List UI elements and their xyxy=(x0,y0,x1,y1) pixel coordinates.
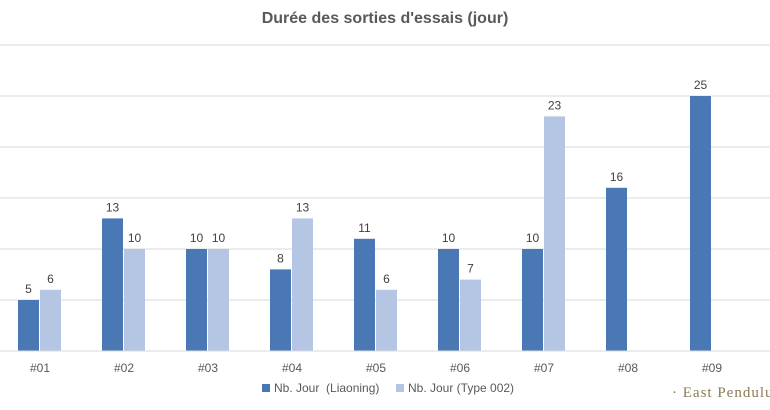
data-label: 13 xyxy=(106,200,120,214)
bar-liaoning-03 xyxy=(186,249,207,351)
bar-liaoning-04 xyxy=(270,269,291,351)
bar-liaoning-01 xyxy=(18,300,39,351)
data-label: 6 xyxy=(383,272,390,286)
x-tick-label: #05 xyxy=(366,361,386,375)
x-tick-label: #03 xyxy=(198,361,218,375)
x-tick-label: #09 xyxy=(702,361,722,375)
bar-type002-06 xyxy=(460,279,481,351)
data-labels: 5613101010813116107102316254 xyxy=(25,78,708,296)
bar-type002-05 xyxy=(376,289,397,351)
data-label: 10 xyxy=(128,231,142,245)
data-label: 25 xyxy=(694,78,708,92)
legend-label: Nb. Jour (Liaoning) xyxy=(274,381,379,395)
data-label: 5 xyxy=(25,282,32,296)
bar-liaoning-02 xyxy=(102,218,123,351)
bar-liaoning-05 xyxy=(354,238,375,351)
data-label: 10 xyxy=(526,231,540,245)
data-label: 7 xyxy=(467,262,474,276)
bar-liaoning-07 xyxy=(522,249,543,351)
legend-label: Nb. Jour (Type 002) xyxy=(408,381,514,395)
x-tick-label: #06 xyxy=(450,361,470,375)
bar-liaoning-09 xyxy=(690,96,711,351)
x-tick-label: #08 xyxy=(618,361,638,375)
x-tick-label: #02 xyxy=(114,361,134,375)
data-label: 8 xyxy=(277,251,284,265)
chart-title: Durée des sorties d'essais (jour) xyxy=(262,10,509,27)
data-label: 23 xyxy=(548,98,562,112)
legend-swatch xyxy=(396,384,404,392)
data-label: 6 xyxy=(47,272,54,286)
x-tick-label: #04 xyxy=(282,361,302,375)
data-label: 10 xyxy=(190,231,204,245)
data-label: 11 xyxy=(358,221,371,235)
x-axis-ticks: #01#02#03#04#05#06#07#08#09#10 xyxy=(30,361,722,375)
watermark-logo: · East Pendulum xyxy=(672,385,770,401)
bar-type002-01 xyxy=(40,289,61,351)
data-label: 16 xyxy=(610,170,624,184)
bar-type002-07 xyxy=(544,116,565,352)
data-label: 10 xyxy=(442,231,456,245)
bar-type002-03 xyxy=(208,249,229,351)
legend-swatch xyxy=(262,384,270,392)
bar-type002-02 xyxy=(124,249,145,351)
legend: Nb. Jour (Liaoning) Nb. Jour (Type 002) xyxy=(262,381,514,395)
data-label: 10 xyxy=(212,231,226,245)
data-label: 13 xyxy=(296,200,310,214)
x-tick-label: #01 xyxy=(30,361,50,375)
bar-type002-04 xyxy=(292,218,313,351)
bar-liaoning-06 xyxy=(438,249,459,351)
bars xyxy=(18,96,711,352)
bar-liaoning-08 xyxy=(606,187,627,351)
x-tick-label: #07 xyxy=(534,361,554,375)
